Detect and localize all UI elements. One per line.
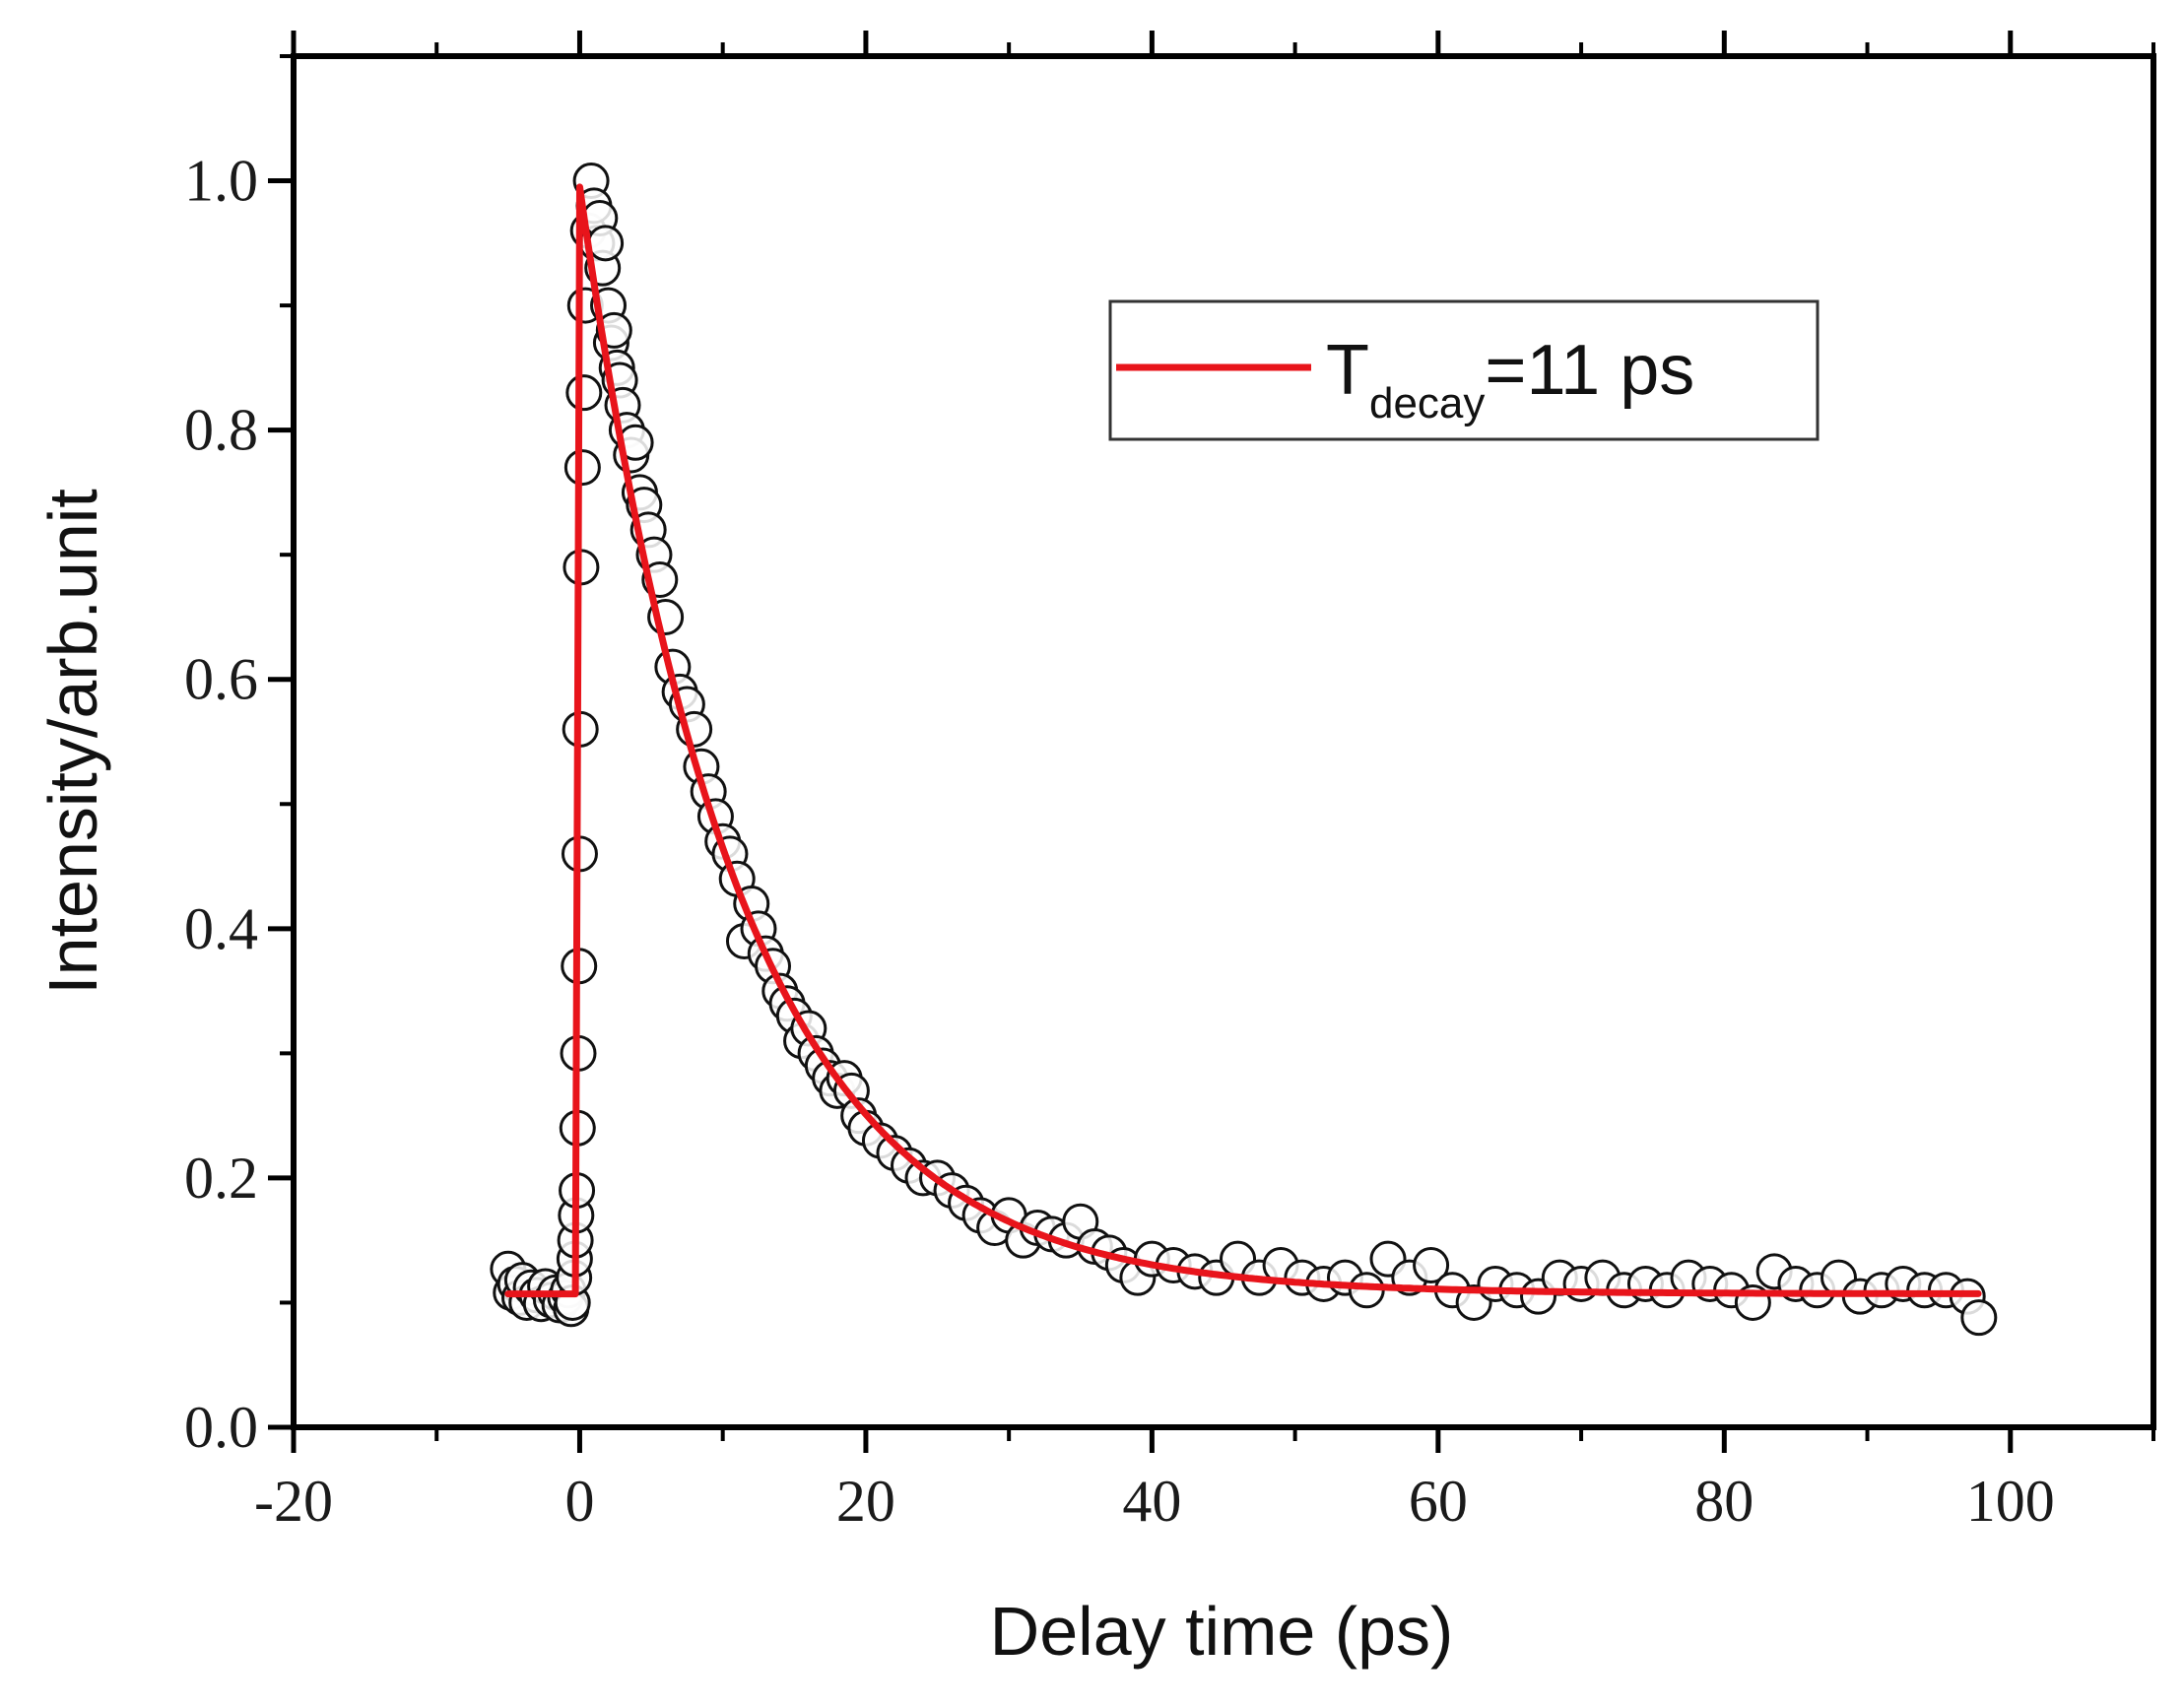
- x-tick-label: 100: [1966, 1469, 2055, 1534]
- legend-label-main: T: [1326, 331, 1369, 410]
- y-tick-label: 0.6: [184, 647, 258, 712]
- legend-label-value: =11 ps: [1485, 331, 1694, 410]
- x-tick-label: -20: [254, 1469, 333, 1534]
- data-point: [1413, 1246, 1450, 1283]
- y-tick-label: 0.2: [184, 1146, 258, 1211]
- x-tick-label: 80: [1694, 1469, 1754, 1534]
- data-point: [1960, 1299, 1998, 1337]
- legend: Tdecay=11 ps: [1108, 299, 1820, 441]
- y-tick-label: 0.0: [184, 1395, 258, 1460]
- legend-label-sub: decay: [1369, 379, 1485, 427]
- y-tick-label: 0.4: [184, 896, 258, 961]
- plot-frame: [291, 53, 2156, 1430]
- x-tick-label: 0: [564, 1469, 594, 1534]
- y-axis-title: Intensity/arb.unit: [34, 489, 111, 995]
- y-tick-label: 1.0: [184, 149, 258, 214]
- data-point: [587, 225, 625, 262]
- axis-ticks: [268, 31, 2155, 1453]
- x-tick-label: 60: [1409, 1469, 1468, 1534]
- legend-label: Tdecay=11 ps: [1326, 331, 1694, 427]
- y-tick-label: 0.8: [184, 398, 258, 463]
- x-tick-label: 20: [836, 1469, 895, 1534]
- axis-tick-labels: -20 0 20 40 60 80 100 0.0 0.2 0.4 0.6 0.8 1.0: [184, 149, 2055, 1534]
- x-axis-title: Delay time (ps): [990, 1593, 1454, 1670]
- x-tick-label: 40: [1122, 1469, 1181, 1534]
- data-point: [565, 374, 603, 412]
- fit-curve: [504, 183, 1982, 1298]
- data-point: [563, 449, 601, 487]
